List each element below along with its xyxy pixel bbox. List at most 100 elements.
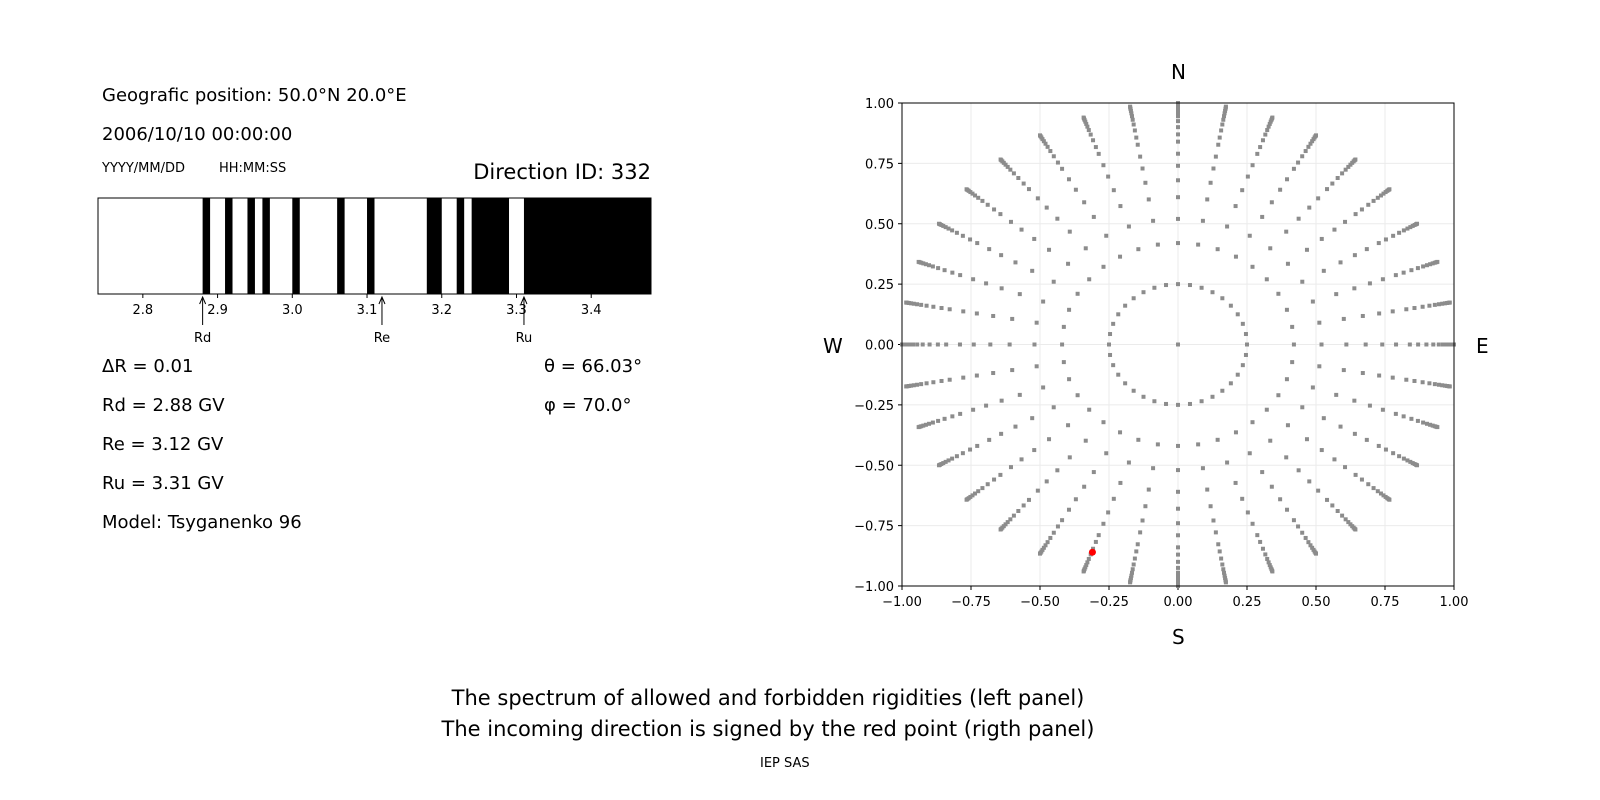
direction-point xyxy=(1268,438,1273,443)
direction-point xyxy=(1233,204,1238,209)
direction-point xyxy=(1341,316,1346,321)
direction-point xyxy=(1269,200,1274,205)
direction-point xyxy=(1381,493,1386,498)
direction-point xyxy=(1128,104,1133,109)
direction-point xyxy=(992,477,997,482)
direction-point xyxy=(1330,181,1335,186)
direction-point xyxy=(1420,380,1425,385)
direction-point xyxy=(1260,470,1265,475)
direction-point xyxy=(1334,292,1339,297)
direction-point xyxy=(973,491,978,496)
direction-point xyxy=(1250,163,1255,168)
direction-point xyxy=(1066,423,1071,428)
direction-point xyxy=(1187,283,1192,288)
direction-point xyxy=(1240,363,1245,368)
direction-point xyxy=(1258,539,1263,544)
direction-point xyxy=(964,187,969,192)
direction-point xyxy=(1404,307,1409,312)
direction-point xyxy=(1155,442,1160,447)
direction-point xyxy=(1136,247,1141,252)
direction-point xyxy=(936,418,941,423)
direction-point xyxy=(1026,187,1031,192)
direction-point xyxy=(1205,487,1210,492)
direction-point xyxy=(1291,342,1296,347)
direction-point xyxy=(1432,302,1437,307)
direction-point xyxy=(1240,188,1245,193)
direction-point xyxy=(930,420,935,425)
direction-point xyxy=(1104,451,1109,456)
direction-point xyxy=(1217,549,1222,554)
direction-point xyxy=(1250,521,1255,526)
direction-point xyxy=(1330,503,1335,508)
direction-point xyxy=(924,303,929,308)
direction-point xyxy=(999,286,1004,291)
direction-point xyxy=(960,451,965,456)
direction-point xyxy=(1038,551,1042,556)
y-tick-label: −0.25 xyxy=(854,399,894,414)
direction-point xyxy=(1066,261,1071,266)
direction-point xyxy=(1300,279,1305,284)
direction-point xyxy=(1258,145,1263,150)
direction-id: Direction ID: 332 xyxy=(473,160,651,184)
direction-point xyxy=(1219,556,1224,561)
direction-point xyxy=(1435,259,1440,264)
direction-point xyxy=(1055,524,1060,529)
direction-point xyxy=(975,241,980,246)
direction-point xyxy=(946,226,951,231)
direction-point xyxy=(915,342,920,347)
direction-point xyxy=(1051,530,1056,535)
direction-point xyxy=(1176,468,1180,473)
direction-point xyxy=(1401,228,1406,233)
direction-point xyxy=(1216,142,1221,147)
direction-point xyxy=(1176,443,1180,448)
direction-point xyxy=(1421,420,1426,425)
direction-point xyxy=(1427,303,1432,308)
direction-point xyxy=(1034,364,1039,369)
direction-point xyxy=(1151,466,1156,471)
direction-point xyxy=(1131,388,1136,393)
direction-point xyxy=(1176,139,1180,144)
x-tick-label: −0.50 xyxy=(1020,595,1060,610)
direction-point xyxy=(992,207,997,212)
forbidden-band xyxy=(367,198,375,294)
direction-point xyxy=(984,403,989,408)
direction-point xyxy=(916,425,921,430)
incoming-direction-point xyxy=(1088,548,1096,556)
direction-point xyxy=(1366,202,1371,207)
direction-point xyxy=(1405,226,1410,231)
direction-point xyxy=(1401,270,1406,275)
x-tick-label: 0.25 xyxy=(1233,595,1262,610)
direction-point xyxy=(1278,187,1283,192)
direction-point xyxy=(1409,416,1414,421)
direction-point xyxy=(1442,383,1447,388)
direction-point xyxy=(1276,393,1281,398)
direction-point xyxy=(1268,246,1273,251)
time-format-label: HH:MM:SS xyxy=(219,161,287,176)
direction-point xyxy=(1176,489,1180,494)
direction-point xyxy=(1233,480,1238,485)
direction-point xyxy=(950,456,955,461)
direction-point xyxy=(1291,166,1296,171)
direction-point xyxy=(1134,135,1139,140)
direction-point xyxy=(1307,479,1312,484)
direction-point xyxy=(1043,141,1048,146)
direction-point xyxy=(1208,504,1213,509)
direction-point xyxy=(1045,540,1050,545)
direction-point xyxy=(1118,254,1123,259)
direction-point xyxy=(950,270,955,275)
direction-point xyxy=(1265,128,1270,133)
direction-point xyxy=(1424,263,1429,268)
direction-point xyxy=(1222,114,1227,119)
direction-point xyxy=(1200,218,1205,223)
direction-point xyxy=(1123,381,1128,386)
direction-point xyxy=(1151,218,1156,223)
direction-point xyxy=(1428,262,1433,267)
direction-point xyxy=(1432,382,1437,387)
direction-point xyxy=(1067,307,1072,312)
direction-point xyxy=(1278,497,1283,502)
direction-point xyxy=(1300,405,1305,410)
direction-point xyxy=(1371,198,1376,203)
direction-point xyxy=(998,212,1003,217)
direction-point xyxy=(942,416,947,421)
direction-point xyxy=(970,191,975,196)
